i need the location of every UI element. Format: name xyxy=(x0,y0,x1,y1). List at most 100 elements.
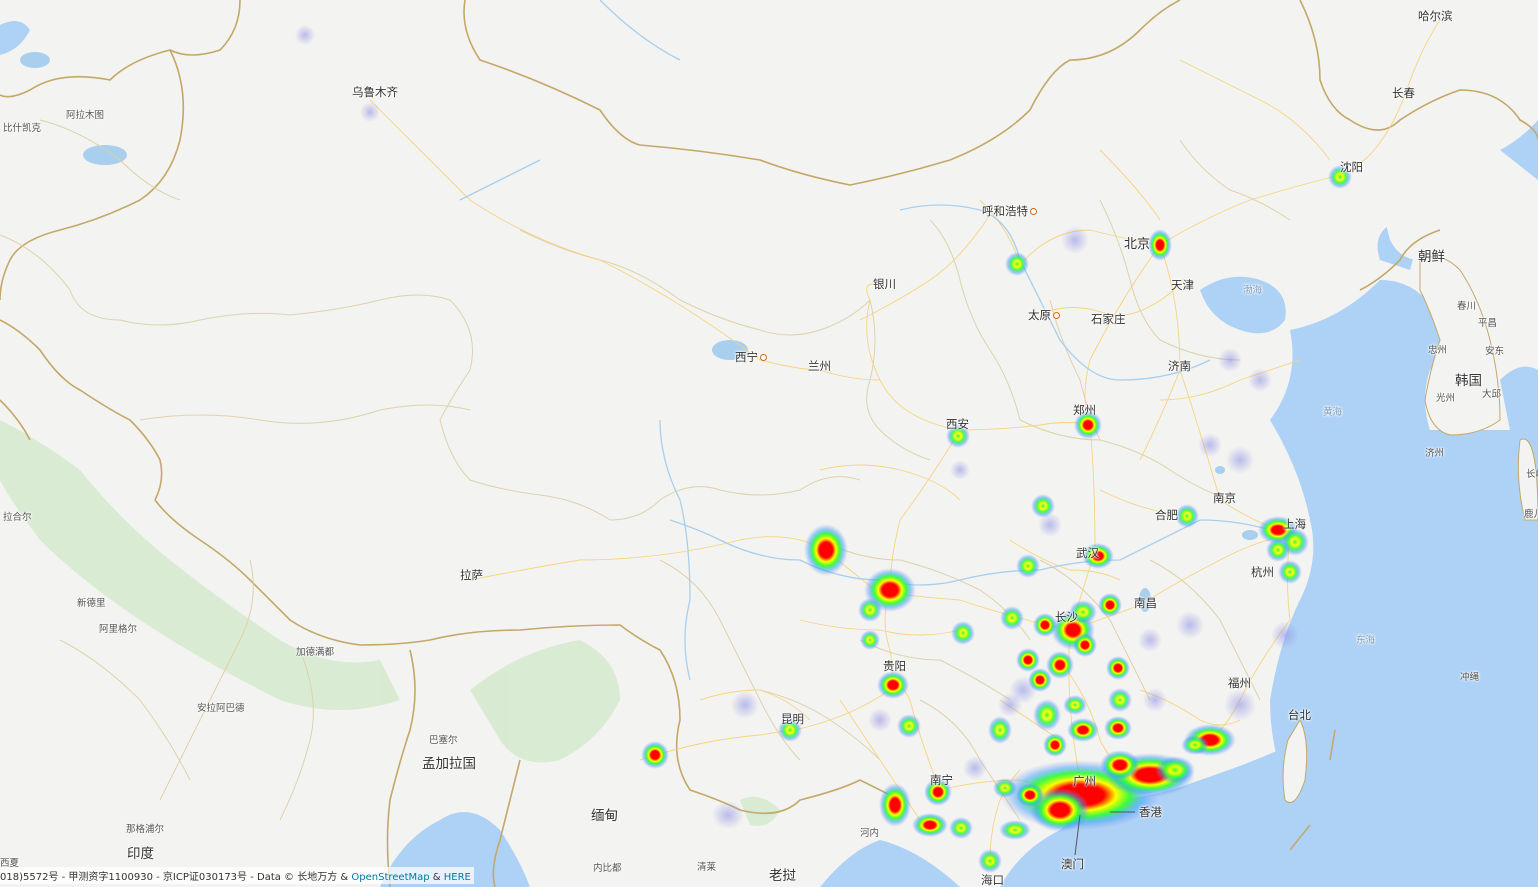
city-guiyang[interactable]: 贵阳 xyxy=(883,660,906,673)
city-pyeongchang[interactable]: 平昌 xyxy=(1478,319,1497,329)
city-label: 那格浦尔 xyxy=(126,824,165,835)
city-xining[interactable]: 西宁 xyxy=(735,350,769,364)
heatmap-blob xyxy=(1198,433,1222,457)
city-almaty[interactable]: 阿拉木图 xyxy=(66,111,104,121)
city-chiang-rai: 清莱 xyxy=(697,862,717,873)
city-macau[interactable]: 澳门 xyxy=(1061,858,1084,871)
city-label: 台北 xyxy=(1288,708,1311,722)
city-nagpur[interactable]: 那格浦尔 xyxy=(126,825,164,835)
heatmap-blob xyxy=(912,813,948,837)
city-label: 阿里格尔 xyxy=(99,624,138,635)
city-urumqi[interactable]: 乌鲁木齐 xyxy=(352,86,398,99)
city-aligarh[interactable]: 阿里格尔 xyxy=(99,625,137,635)
city-patna[interactable]: 巴塞尔 xyxy=(429,736,458,746)
maritime-lines xyxy=(1289,729,1336,851)
city-label: 上海 xyxy=(1283,517,1306,531)
city-kunming[interactable]: 昆明 xyxy=(781,713,804,726)
city-label: 太原 xyxy=(1028,308,1051,322)
heatmap-blob xyxy=(1218,348,1242,372)
city-label: 拉萨 xyxy=(460,568,483,582)
city-label: 香港 xyxy=(1139,805,1162,819)
city-allahabad[interactable]: 安拉阿巴德 xyxy=(197,704,245,714)
heatmap-blob xyxy=(1063,695,1087,715)
city-jeju[interactable]: 济州 xyxy=(1425,449,1444,459)
city-changchun[interactable]: 长春 xyxy=(1392,87,1415,100)
city-andong[interactable]: 安东 xyxy=(1485,347,1504,357)
openstreetmap-link[interactable]: OpenStreetMap xyxy=(351,872,430,883)
city-taibei[interactable]: 台北 xyxy=(1288,708,1311,722)
city-guangzhou[interactable]: 广州 xyxy=(1073,775,1096,788)
heatmap-blob xyxy=(1266,538,1290,562)
city-nanjing[interactable]: 南京 xyxy=(1213,492,1236,505)
city-jinan[interactable]: 济南 xyxy=(1168,360,1191,373)
city-label: 新德里 xyxy=(77,598,106,609)
city-bishkek[interactable]: 比什凯克 xyxy=(3,124,41,134)
heatmap-blob xyxy=(1046,651,1074,679)
heatmap-blob xyxy=(924,778,952,806)
city-hefei[interactable]: 合肥 xyxy=(1155,509,1178,522)
city-label: 平昌 xyxy=(1478,318,1498,329)
city-gwangju[interactable]: 光州 xyxy=(1436,394,1455,404)
city-label: 内比都 xyxy=(593,863,622,874)
city-nanchang[interactable]: 南昌 xyxy=(1134,597,1157,610)
heatmap-blob xyxy=(949,817,973,839)
city-lhasa[interactable]: 拉萨 xyxy=(460,568,483,582)
heatmap-blob xyxy=(1226,446,1254,474)
city-nanning[interactable]: 南宁 xyxy=(930,774,953,787)
city-shanghai[interactable]: 上海 xyxy=(1283,517,1306,531)
heatmap-blob xyxy=(988,716,1012,744)
city-daegu[interactable]: 大邱 xyxy=(1482,390,1501,400)
country-bangladesh: 孟加拉国 xyxy=(422,756,476,772)
city-okinawa[interactable]: 冲绳 xyxy=(1460,673,1479,683)
heatmap-blob xyxy=(1000,606,1024,630)
city-shijiazhuang[interactable]: 石家庄 xyxy=(1091,313,1126,326)
city-chuncheon[interactable]: 春川 xyxy=(1457,302,1476,312)
heatmap-blob xyxy=(1030,788,1090,832)
city-yinchuan[interactable]: 银川 xyxy=(873,277,896,291)
city-nagasaki[interactable]: 长崎 xyxy=(1526,470,1538,480)
city-wuhan[interactable]: 武汉 xyxy=(1076,547,1099,560)
city-harbin[interactable]: 哈尔滨 xyxy=(1418,10,1453,23)
city-tianjin[interactable]: 天津 xyxy=(1171,279,1194,292)
here-link[interactable]: HERE xyxy=(443,872,471,883)
city-label: 长沙 xyxy=(1055,610,1078,624)
city-hangzhou[interactable]: 杭州 xyxy=(1251,566,1274,579)
heatmap-blob xyxy=(1043,733,1067,757)
city-lanzhou[interactable]: 兰州 xyxy=(808,360,831,373)
heatmap-blob xyxy=(1248,368,1272,392)
city-lahore[interactable]: 拉合尔 xyxy=(3,513,32,523)
city-chungju[interactable]: 忠州 xyxy=(1428,346,1447,356)
city-hohhot[interactable]: 呼和浩特 xyxy=(982,205,1039,218)
city-haikou[interactable]: 海口 xyxy=(981,874,1004,887)
city-kathmandu[interactable]: 加德满都 xyxy=(296,648,334,658)
city-newdelhi[interactable]: 新德里 xyxy=(77,599,106,609)
heatmap-blob xyxy=(1108,688,1132,712)
city-label: 忠州 xyxy=(1428,345,1448,356)
heatmap-blob xyxy=(1074,411,1102,439)
city-kagoshima[interactable]: 鹿儿 xyxy=(1524,510,1538,520)
city-label: 西宁 xyxy=(735,350,758,364)
city-xian[interactable]: 西安 xyxy=(946,418,969,431)
heatmap-blob xyxy=(1016,783,1044,807)
heatmap-blob xyxy=(993,778,1017,798)
city-shenyang[interactable]: 沈阳 xyxy=(1340,161,1363,174)
city-hongkong[interactable]: 香港 xyxy=(1139,805,1162,819)
heatmap-layer xyxy=(295,25,1352,873)
city-hanoi[interactable]: 河内 xyxy=(860,829,879,839)
city-fuzhou[interactable]: 福州 xyxy=(1228,677,1251,690)
city-beijing[interactable]: 北京 xyxy=(1124,238,1150,251)
sea-yellow: 黄海 xyxy=(1323,407,1343,418)
city-west[interactable]: 西夏 xyxy=(0,859,19,869)
city-zhengzhou[interactable]: 郑州 xyxy=(1073,404,1096,417)
city-changsha[interactable]: 长沙 xyxy=(1055,610,1078,624)
city-naypyidaw[interactable]: 内比都 xyxy=(593,864,622,874)
heatmap-blob xyxy=(1155,756,1195,784)
city-taiyuan[interactable]: 太原 xyxy=(1028,308,1062,322)
heatmap-blob xyxy=(1005,252,1029,276)
city-label: 大邱 xyxy=(1482,389,1502,400)
city-label: 银川 xyxy=(873,277,896,291)
heatmap-blob xyxy=(1278,560,1302,584)
city-dot-icon xyxy=(760,354,767,362)
